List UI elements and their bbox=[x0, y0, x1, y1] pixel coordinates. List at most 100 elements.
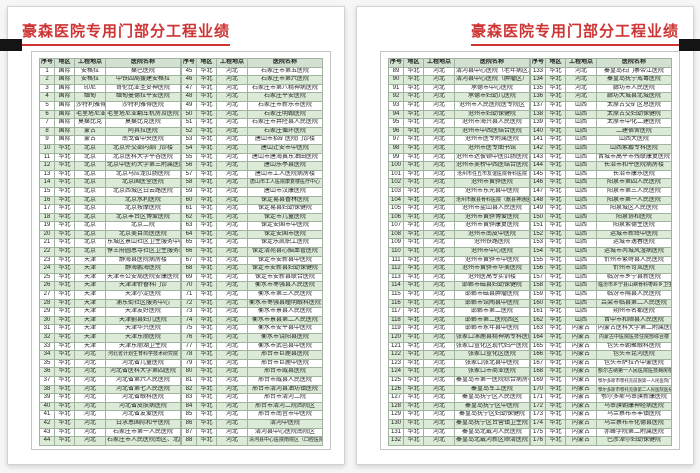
cell-no: 67 bbox=[181, 255, 197, 266]
cell-no: 11 bbox=[39, 152, 55, 163]
table-row: 144 华北 山西 长治市和平医院病房楼 bbox=[530, 161, 672, 171]
cell-hospital: 承德市妇幼儿医院 bbox=[454, 92, 530, 102]
cell-location: 山西 bbox=[565, 118, 597, 128]
cell-hospital: 中铁四局援建安格拉 bbox=[105, 75, 181, 85]
cell-region: 国际 bbox=[54, 126, 75, 137]
cell-no: 66 bbox=[181, 247, 197, 257]
cell-location: 河北 bbox=[423, 126, 455, 137]
cell-hospital: 沧州市黄骅博爱医院 bbox=[454, 212, 530, 223]
table-row: 84 华北 河北 邢台市清河二院西院区 bbox=[181, 401, 323, 412]
cell-location: 河北 bbox=[216, 418, 248, 429]
cell-hospital: 邯郸市第二医院 bbox=[454, 307, 530, 317]
cell-no: 120 bbox=[388, 333, 404, 343]
cell-region: 国际 bbox=[54, 75, 75, 85]
cell-location: 北京 bbox=[74, 212, 106, 223]
cell-hospital: 河北省皮肤病医院 bbox=[105, 401, 181, 412]
cell-no: 1 bbox=[39, 66, 55, 77]
cell-hospital: 额尔古纳第一人民医院医技病房楼 bbox=[596, 367, 672, 377]
cell-location: 山西 bbox=[565, 247, 597, 257]
table-row: 55 华北 河北 唐山市唐海冀东油田医院 bbox=[181, 152, 323, 163]
cell-region: 华北 bbox=[545, 186, 566, 197]
cell-region: 华北 bbox=[54, 315, 75, 326]
table-row: 26 华北 天津 天津津侨眷科门诊 bbox=[39, 281, 181, 292]
tables-container: 序号 地区 工程地点 医院名称 89 华北 河北 清河县中心医院（老年病区） 90 华北 河北 清河县… bbox=[388, 58, 672, 446]
cell-location: 山西 bbox=[565, 307, 597, 317]
cell-location: 河北 bbox=[423, 401, 455, 412]
table-row: 127 华北 河北 秦皇岛抚宁区人民医院 bbox=[388, 393, 530, 403]
table-row: 2 国际 安格拉 中铁四局援建安格拉 bbox=[39, 75, 181, 85]
cell-region: 华北 bbox=[196, 247, 217, 257]
cell-no: 133 bbox=[530, 66, 546, 77]
cell-hospital: 北京医科大学平谷医院 bbox=[105, 152, 181, 163]
cell-hospital: 乌审旗朝康神经病医院 bbox=[596, 401, 672, 412]
cell-region: 华北 bbox=[196, 393, 217, 403]
table-row: 16 华北 北京 北京水利医院 bbox=[39, 195, 181, 206]
cell-location: 河北 bbox=[423, 307, 455, 317]
cell-region: 华北 bbox=[403, 135, 424, 145]
cell-no: 166 bbox=[530, 350, 546, 360]
table-row: 107 华北 河北 沧州市黄骅康复医院 bbox=[388, 221, 530, 231]
cell-no: 3 bbox=[39, 83, 55, 94]
cell-hospital: 天津小淀医院 bbox=[105, 290, 181, 300]
cell-hospital: 北京二院 bbox=[105, 221, 181, 231]
cell-no: 100 bbox=[388, 161, 404, 171]
cell-location: 山西 bbox=[565, 281, 597, 292]
cell-region: 华北 bbox=[545, 264, 566, 274]
cell-no: 64 bbox=[181, 229, 197, 240]
cell-region: 华北 bbox=[403, 83, 424, 94]
cell-no: 176 bbox=[530, 436, 546, 446]
cell-region: 华北 bbox=[196, 315, 217, 326]
cell-hospital: 沧州医高专实训楼 bbox=[454, 272, 530, 283]
cell-location: 河北 bbox=[216, 247, 248, 257]
table-row: 8 国际 蒙古 阿其拉医院 bbox=[39, 126, 181, 137]
cell-region: 华北 bbox=[196, 255, 217, 266]
table-row: 153 华北 山西 运城市逸春医院 bbox=[530, 238, 672, 249]
cell-region: 华北 bbox=[545, 75, 566, 85]
cell-location: 北京 bbox=[74, 229, 106, 240]
cell-region: 华北 bbox=[196, 358, 217, 369]
cell-hospital: 邯郸市磁县肿瘤医院 bbox=[454, 290, 530, 300]
table-row: 69 华北 河北 保定市安新县联合医院 bbox=[181, 272, 323, 283]
cell-region: 华北 bbox=[54, 264, 75, 274]
cell-region: 华北 bbox=[545, 212, 566, 223]
table-row: 67 华北 河北 保定市安新县中医院 bbox=[181, 255, 323, 266]
cell-hospital: 北京中医药大学第三附属医院 bbox=[105, 161, 181, 171]
cell-hospital: 吕梁市临县第二人民医院 bbox=[596, 298, 672, 309]
table-row: 61 华北 河北 保定易县妇幼保健院 bbox=[181, 204, 323, 214]
cell-region: 华北 bbox=[545, 238, 566, 249]
cell-region: 华北 bbox=[196, 307, 217, 317]
cell-region: 华北 bbox=[545, 178, 566, 188]
cell-no: 23 bbox=[39, 255, 55, 266]
table-row: 21 华北 北京 东城区景山社区卫生服务中心 bbox=[39, 238, 181, 249]
table-row: 56 华北 河北 唐山乐亭县医院 bbox=[181, 161, 323, 171]
table-row: 20 华北 北京 北京美目尚医医院 bbox=[39, 229, 181, 240]
cell-hospital: 衡水市武邑县中医院 bbox=[247, 341, 323, 352]
table-row: 60 华北 河北 保定易县香林医院 bbox=[181, 195, 323, 206]
cell-location: 河北 bbox=[423, 118, 455, 128]
cell-no: 150 bbox=[530, 212, 546, 223]
table-row: 76 华北 河北 衡水市饶阳县医院 bbox=[181, 333, 323, 343]
cell-hospital: 秦皇岛抚宁区妇幼保健院 bbox=[454, 410, 530, 420]
table-row: 103 华北 河北 沧州市东光县中医院 bbox=[388, 186, 530, 197]
table-row: 175 华北 内蒙古 赤峰学院第二附属医院 bbox=[530, 427, 672, 438]
table-row: 22 华北 北京 惇王府圆恩寺社区卫生服务站 bbox=[39, 247, 181, 257]
cell-region: 华北 bbox=[196, 229, 217, 240]
cell-location: 河北 bbox=[565, 83, 597, 94]
cell-location: 河北 bbox=[423, 315, 455, 326]
cell-no: 157 bbox=[530, 272, 546, 283]
table-row: 35 华北 河北 河北省儿童医院 bbox=[39, 358, 181, 369]
table-row: 105 华北 河北 沧州市盐山县人民医院 bbox=[388, 204, 530, 214]
cell-region: 华北 bbox=[196, 264, 217, 274]
table-row: 37 华北 河北 河北省第六人民医院 bbox=[39, 375, 181, 386]
cell-location: 河北 bbox=[423, 298, 455, 309]
cell-hospital: 石家庄市第一人民医院 bbox=[105, 427, 181, 438]
cell-region: 华北 bbox=[196, 333, 217, 343]
cell-location: 河北 bbox=[423, 161, 455, 171]
cell-no: 84 bbox=[181, 401, 197, 412]
cell-no: 142 bbox=[530, 143, 546, 154]
cell-no: 85 bbox=[181, 410, 197, 420]
table-row: 109 华北 河北 沧州铁路医院 bbox=[388, 238, 530, 249]
title-corner-marker bbox=[679, 39, 700, 51]
cell-no: 115 bbox=[388, 290, 404, 300]
cell-hospital: 阿其拉医院 bbox=[105, 126, 181, 137]
